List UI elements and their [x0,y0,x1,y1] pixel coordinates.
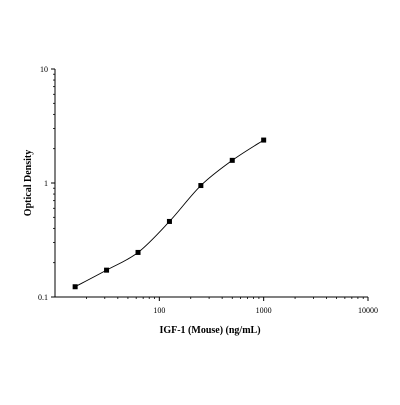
x-ticks: 100 1000 10000 [153,297,378,315]
minor-ticks [53,73,364,299]
y-axis-title: Optical Density [23,150,34,216]
x-tick-label: 1000 [256,306,272,315]
data-point [104,267,110,273]
data-point [198,183,204,189]
x-tick-label: 100 [153,306,165,315]
y-tick-label: 10 [40,65,48,74]
data-point [229,157,235,163]
fit-curve-group [74,139,264,288]
y-tick-label: 1 [44,179,48,188]
y-ticks: 0.1 1 10 [38,65,55,302]
data-point [166,218,172,224]
fit-curve [74,139,264,288]
axes [53,69,368,299]
data-point [72,284,78,290]
data-points [72,137,267,290]
x-tick-label: 10000 [358,306,378,315]
data-point [135,249,141,255]
data-point [261,137,267,143]
x-axis-title: IGF-1 (Mouse) (ng/mL) [159,325,260,336]
y-tick-label: 0.1 [38,293,48,302]
